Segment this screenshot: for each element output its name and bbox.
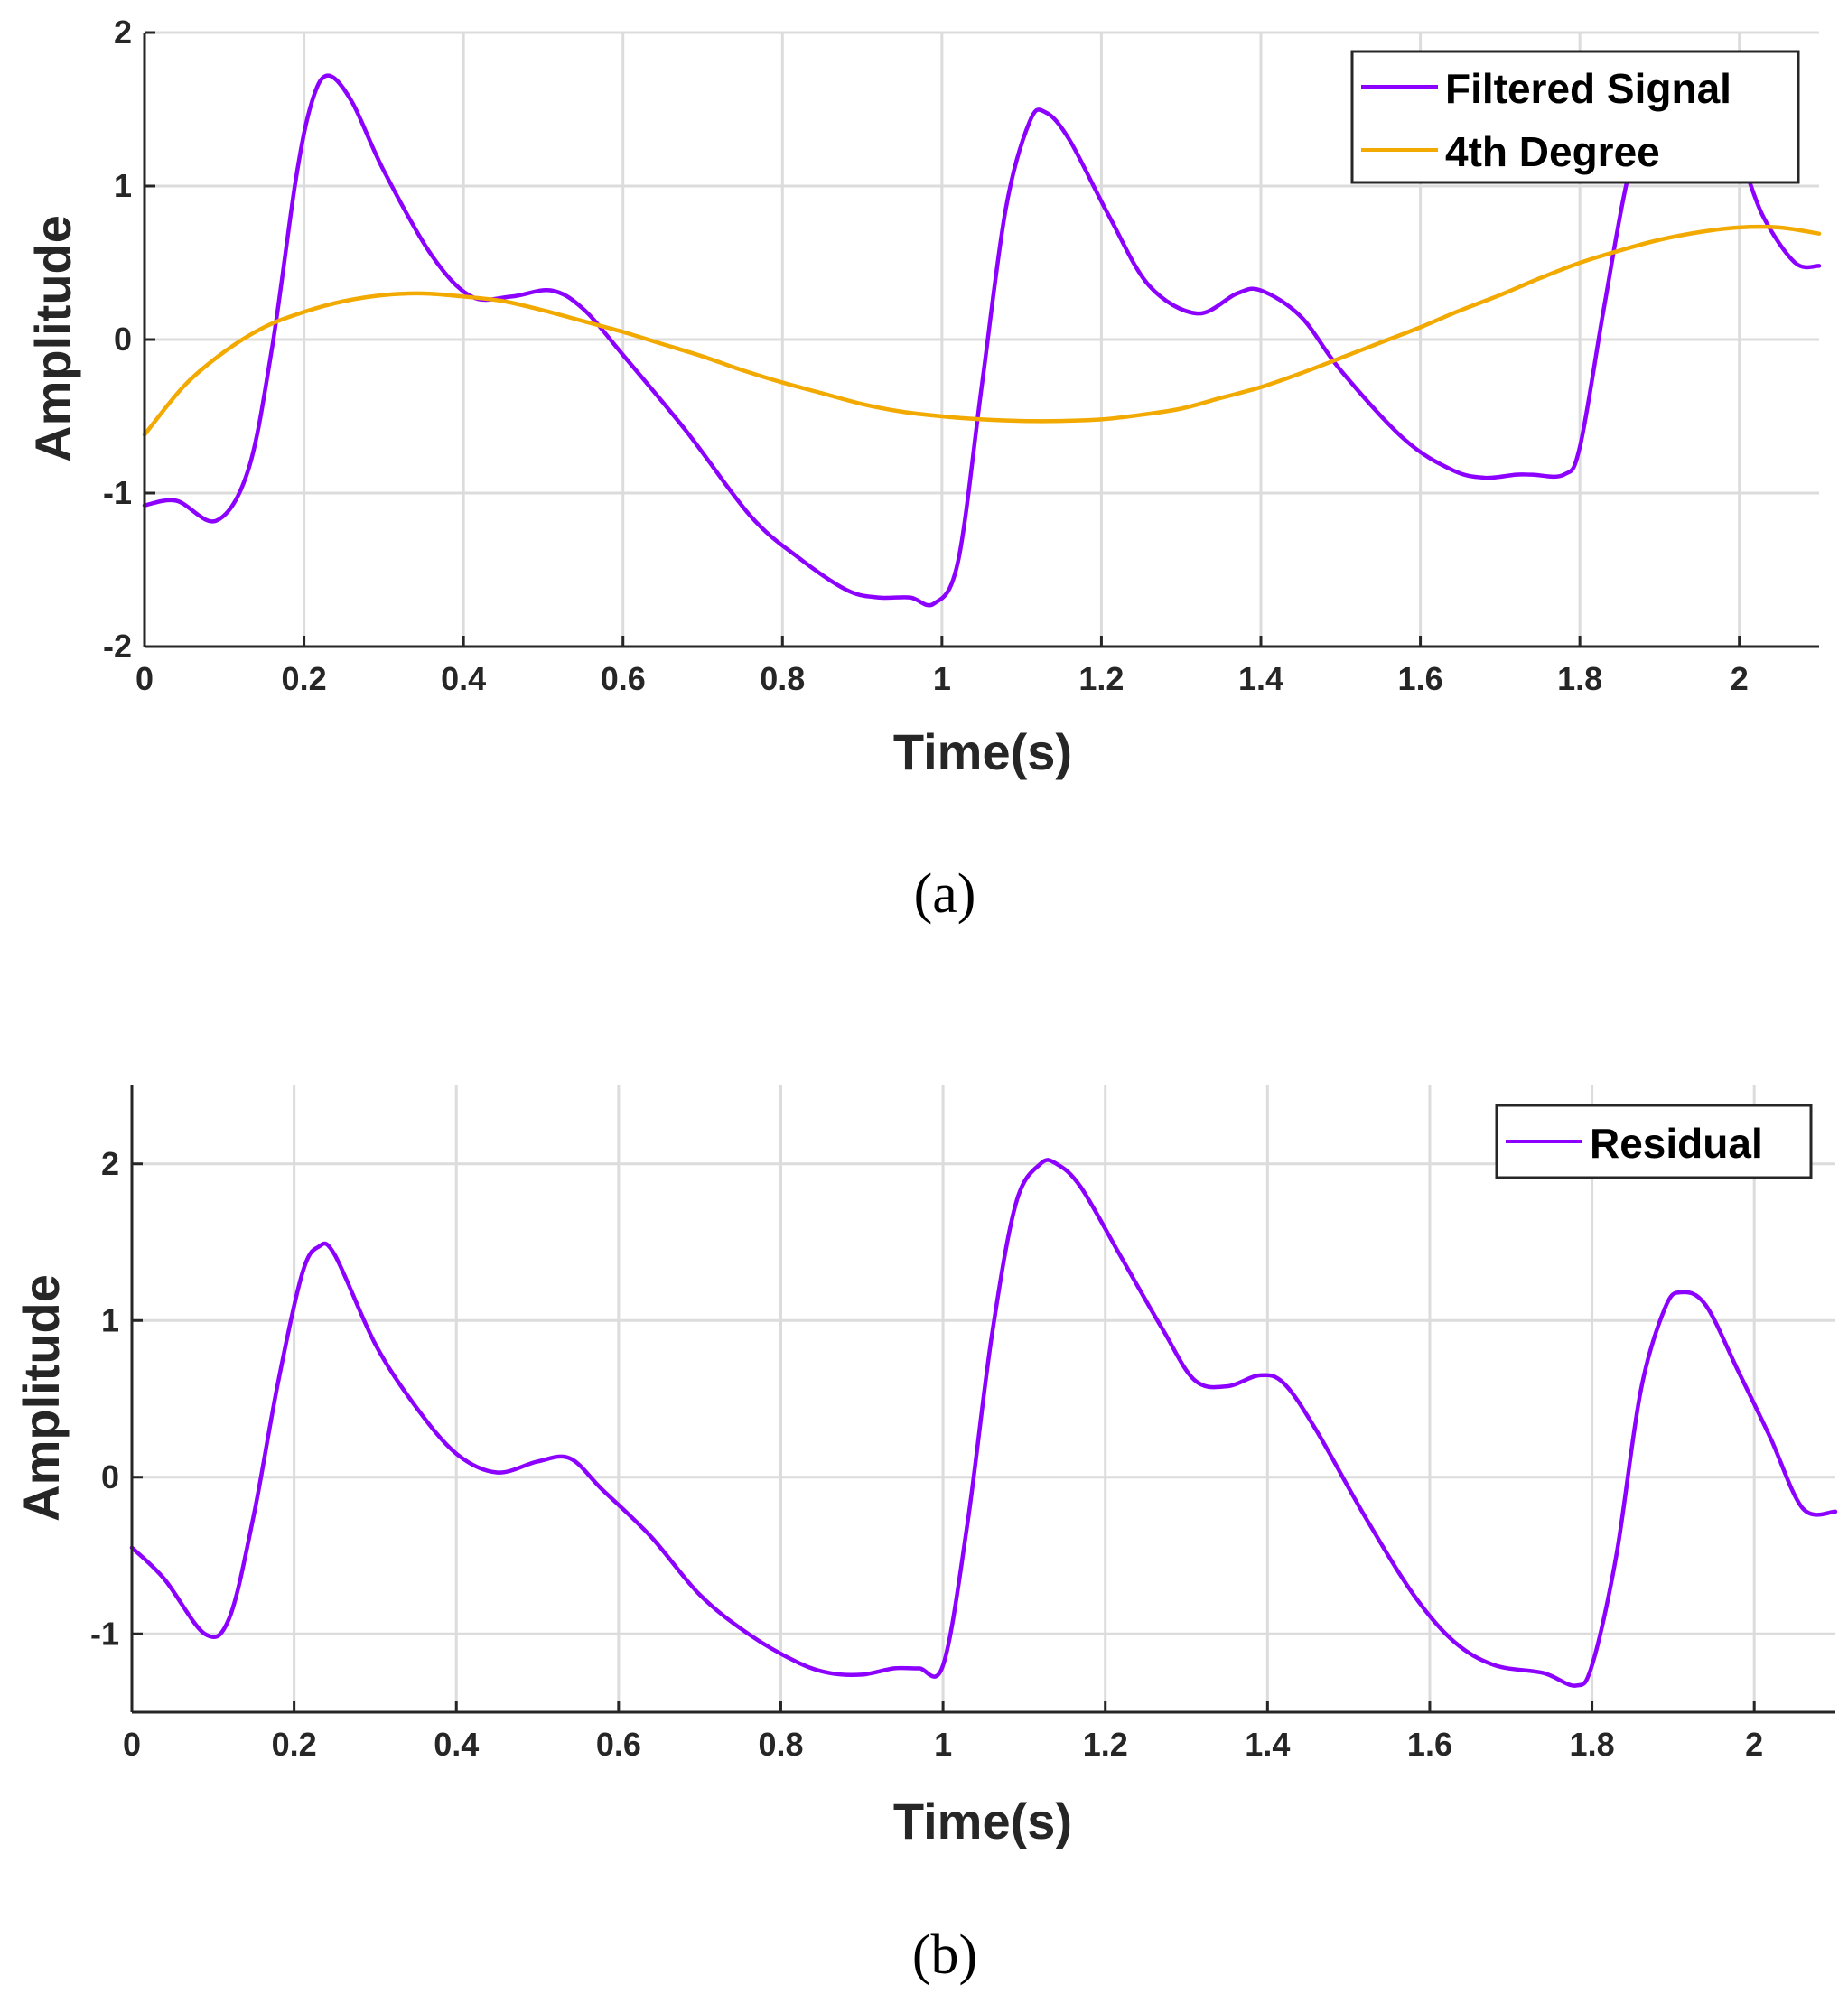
series-line-a-4th-degree bbox=[142, 224, 1822, 437]
x-tick-label-a-7: 1.4 bbox=[1238, 660, 1283, 697]
y-axis-label-b: Amplitude bbox=[13, 1274, 70, 1522]
y-tick-label-a-0: -2 bbox=[103, 628, 132, 665]
x-tick-label-b-7: 1.4 bbox=[1245, 1726, 1290, 1763]
x-tick-label-b-0: 0 bbox=[123, 1726, 141, 1763]
y-tick-label-a-3: 1 bbox=[114, 167, 132, 204]
legend-a: Filtered Signal 4th Degree bbox=[1350, 50, 1800, 184]
x-tick-label-b-4: 0.8 bbox=[758, 1726, 803, 1763]
series-b bbox=[129, 1158, 1838, 1688]
x-tick-label-b-6: 1.2 bbox=[1083, 1726, 1128, 1763]
y-tick-label-a-1: -1 bbox=[103, 474, 132, 511]
x-tick-label-b-1: 0.2 bbox=[272, 1726, 317, 1763]
y-tick-label-a-4: 2 bbox=[114, 14, 132, 51]
y-tick-label-a-2: 0 bbox=[114, 321, 132, 358]
y-tick-label-b-3: 2 bbox=[101, 1145, 119, 1182]
legend-a-label-filtered-signal: Filtered Signal bbox=[1445, 65, 1731, 112]
x-tick-label-b-8: 1.6 bbox=[1407, 1726, 1452, 1763]
x-tick-label-b-2: 0.4 bbox=[434, 1726, 479, 1763]
x-axis-label-a: Time(s) bbox=[893, 723, 1072, 780]
panel-caption-b: (b) bbox=[912, 1924, 977, 1986]
series-line-b-residual bbox=[129, 1158, 1838, 1688]
panel-caption-a: (a) bbox=[914, 863, 976, 925]
x-tick-label-b-10: 2 bbox=[1745, 1726, 1763, 1763]
x-tick-label-b-3: 0.6 bbox=[596, 1726, 641, 1763]
ticks-a: 0 0.2 0.4 0.6 0.8 1 1.2 1.4 1.6 1.8 2 -2 -1 0 1 2 bbox=[103, 14, 1749, 697]
legend-a-label-4th-degree: 4th Degree bbox=[1445, 128, 1660, 175]
x-tick-label-a-10: 2 bbox=[1731, 660, 1749, 697]
grid-b bbox=[130, 1085, 1835, 1712]
x-tick-label-a-4: 0.8 bbox=[760, 660, 805, 697]
series-a bbox=[142, 73, 1822, 608]
y-tick-label-b-2: 1 bbox=[101, 1301, 119, 1338]
x-axis-label-b: Time(s) bbox=[893, 1793, 1072, 1849]
x-tick-label-a-3: 0.6 bbox=[601, 660, 646, 697]
panel-b: 0 0.2 0.4 0.6 0.8 1 1.2 1.4 1.6 1.8 2 -1 0 1 2 Time(s)… bbox=[13, 1085, 1838, 1986]
x-tick-label-a-9: 1.8 bbox=[1557, 660, 1602, 697]
x-tick-label-a-8: 1.6 bbox=[1398, 660, 1443, 697]
y-tick-label-b-1: 0 bbox=[101, 1458, 119, 1495]
legend-b: Residual bbox=[1495, 1104, 1813, 1179]
legend-b-box bbox=[1495, 1104, 1813, 1179]
x-tick-label-a-5: 1 bbox=[933, 660, 951, 697]
legend-a-box bbox=[1350, 50, 1800, 184]
x-tick-label-a-1: 0.2 bbox=[282, 660, 327, 697]
series-line-a-filtered-signal bbox=[142, 73, 1822, 608]
axes-b bbox=[130, 1085, 1835, 1714]
y-tick-label-b-0: -1 bbox=[90, 1615, 119, 1652]
x-tick-label-a-6: 1.2 bbox=[1078, 660, 1124, 697]
x-tick-label-b-9: 1.8 bbox=[1570, 1726, 1615, 1763]
legend-b-label-residual: Residual bbox=[1590, 1120, 1763, 1167]
x-tick-label-a-2: 0.4 bbox=[441, 660, 486, 697]
y-axis-label-a: Amplitude bbox=[24, 215, 81, 462]
ticks-b: 0 0.2 0.4 0.6 0.8 1 1.2 1.4 1.6 1.8 2 -1 0 1 2 bbox=[90, 1145, 1763, 1763]
x-tick-label-a-0: 0 bbox=[135, 660, 154, 697]
panel-a: 0 0.2 0.4 0.6 0.8 1 1.2 1.4 1.6 1.8 2 -2 -1 0 1 2 Time(… bbox=[24, 14, 1822, 925]
x-tick-label-b-5: 1 bbox=[934, 1726, 952, 1763]
